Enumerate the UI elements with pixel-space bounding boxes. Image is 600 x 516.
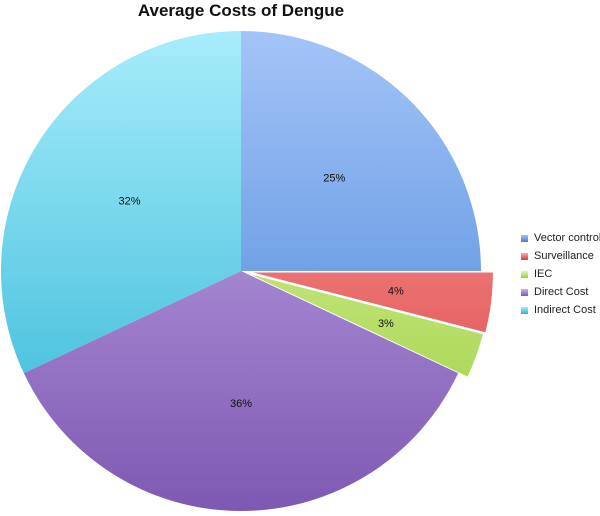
pie-slice-indirect-cost [0, 31, 242, 374]
legend-label: Indirect Cost [534, 304, 596, 316]
legend-item-direct-cost: Direct Cost [521, 283, 600, 301]
legend-swatch [521, 288, 528, 296]
legend-item-vector-control: Vector control [521, 229, 600, 247]
chart-title: Average Costs of Dengue [137, 1, 345, 20]
pie-slice-direct-cost [23, 271, 459, 511]
pie-slice-surveillance [252, 272, 493, 333]
legend-item-surveillance: Surveillance [521, 247, 600, 265]
legend: Vector control Surveillance IEC Direct Cost… [521, 229, 600, 319]
pie-slice-vector-control [241, 31, 481, 271]
legend-label: Surveillance [534, 250, 594, 262]
legend-label: Direct Cost [534, 286, 589, 298]
slice-label-surveillance: 4% [388, 286, 404, 298]
legend-item-iec: IEC [521, 265, 600, 283]
legend-label: IEC [534, 268, 553, 280]
slice-label-vector-control: 25% [323, 173, 345, 185]
legend-swatch [521, 234, 528, 242]
slice-label-direct-cost: 36% [230, 398, 252, 410]
pie-slice-iec [250, 274, 483, 377]
slice-label-indirect-cost: 32% [118, 195, 140, 207]
legend-swatch [521, 270, 528, 278]
legend-swatch [521, 252, 528, 260]
slice-label-iec: 3% [378, 318, 394, 330]
legend-swatch [521, 306, 528, 314]
legend-label: Vector control [534, 232, 600, 244]
legend-item-indirect-cost: Indirect Cost [521, 301, 600, 319]
